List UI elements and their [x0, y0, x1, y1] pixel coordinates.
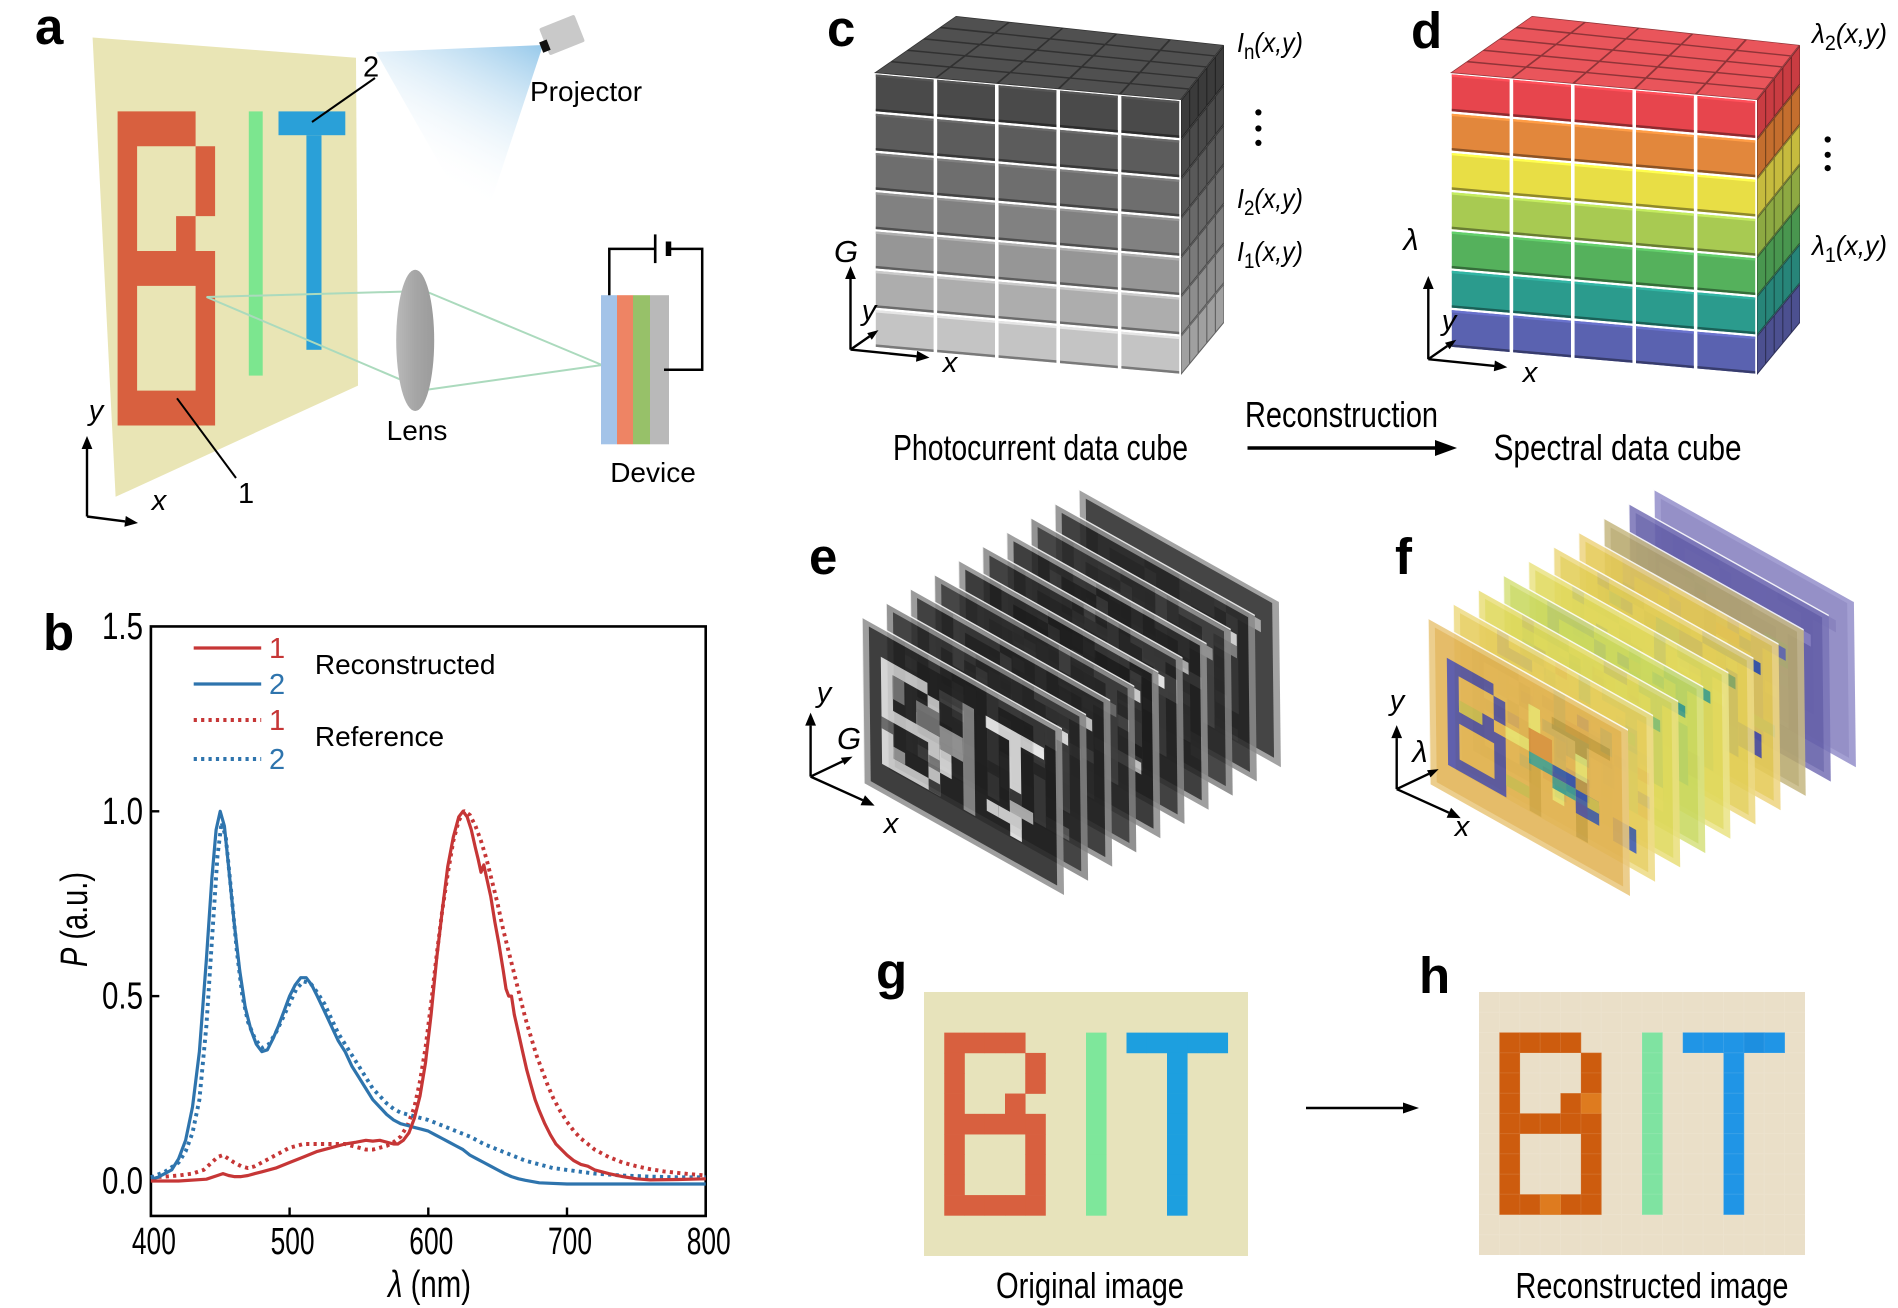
svg-text:G: G — [837, 721, 861, 756]
svg-text:x: x — [1453, 811, 1471, 843]
svg-text:1.5: 1.5 — [102, 606, 143, 648]
svg-text:Reconstruction: Reconstruction — [1245, 394, 1438, 435]
svg-text:y: y — [87, 395, 105, 427]
svg-text:Original image: Original image — [996, 1265, 1184, 1306]
svg-text:1: 1 — [269, 705, 285, 737]
svg-text:x: x — [150, 485, 168, 517]
svg-text:b: b — [43, 604, 74, 661]
svg-text:Device: Device — [610, 457, 696, 488]
svg-text:h: h — [1419, 947, 1450, 1004]
svg-text:2: 2 — [269, 744, 285, 776]
svg-text:λ (nm): λ (nm) — [386, 1264, 471, 1306]
svg-text:Reference: Reference — [315, 721, 444, 752]
svg-text:2: 2 — [363, 52, 379, 84]
svg-text:600: 600 — [409, 1221, 453, 1263]
svg-text:2: 2 — [269, 669, 285, 701]
svg-text:1: 1 — [269, 633, 285, 665]
svg-text:800: 800 — [687, 1221, 731, 1263]
svg-text:λ1(x,y): λ1(x,y) — [1810, 230, 1887, 267]
svg-text:y: y — [1440, 305, 1458, 337]
svg-text:x: x — [882, 808, 900, 840]
svg-text:Projector: Projector — [530, 76, 642, 107]
svg-text:y: y — [860, 295, 878, 327]
svg-text:f: f — [1395, 528, 1413, 585]
svg-text:d: d — [1411, 2, 1442, 59]
svg-text:700: 700 — [548, 1221, 592, 1263]
svg-text:G: G — [834, 234, 858, 269]
svg-text:0.5: 0.5 — [102, 976, 143, 1018]
svg-text:0.0: 0.0 — [102, 1161, 143, 1203]
svg-text:x: x — [1521, 357, 1539, 389]
svg-text:x: x — [941, 347, 959, 379]
svg-text:y: y — [1388, 685, 1406, 717]
svg-text:1.0: 1.0 — [102, 791, 143, 833]
svg-text:c: c — [827, 0, 855, 57]
svg-text:Reconstructed: Reconstructed — [315, 649, 496, 680]
svg-text:g: g — [876, 943, 907, 1000]
svg-text:500: 500 — [271, 1221, 315, 1263]
svg-text:P (a.u.): P (a.u.) — [54, 872, 96, 967]
svg-text:Spectral data cube: Spectral data cube — [1494, 427, 1742, 468]
svg-text:Reconstructed image: Reconstructed image — [1516, 1265, 1789, 1306]
svg-text:λ: λ — [1401, 222, 1418, 257]
svg-text:Lens: Lens — [387, 415, 448, 446]
svg-text:400: 400 — [132, 1221, 176, 1263]
svg-text:e: e — [809, 528, 837, 585]
svg-text:y: y — [815, 677, 833, 709]
svg-text:λ2(x,y): λ2(x,y) — [1810, 18, 1887, 55]
svg-text:a: a — [35, 0, 64, 55]
svg-text:λ: λ — [1410, 734, 1427, 769]
svg-text:Photocurrent data cube: Photocurrent data cube — [893, 427, 1188, 468]
svg-text:1: 1 — [238, 478, 254, 510]
